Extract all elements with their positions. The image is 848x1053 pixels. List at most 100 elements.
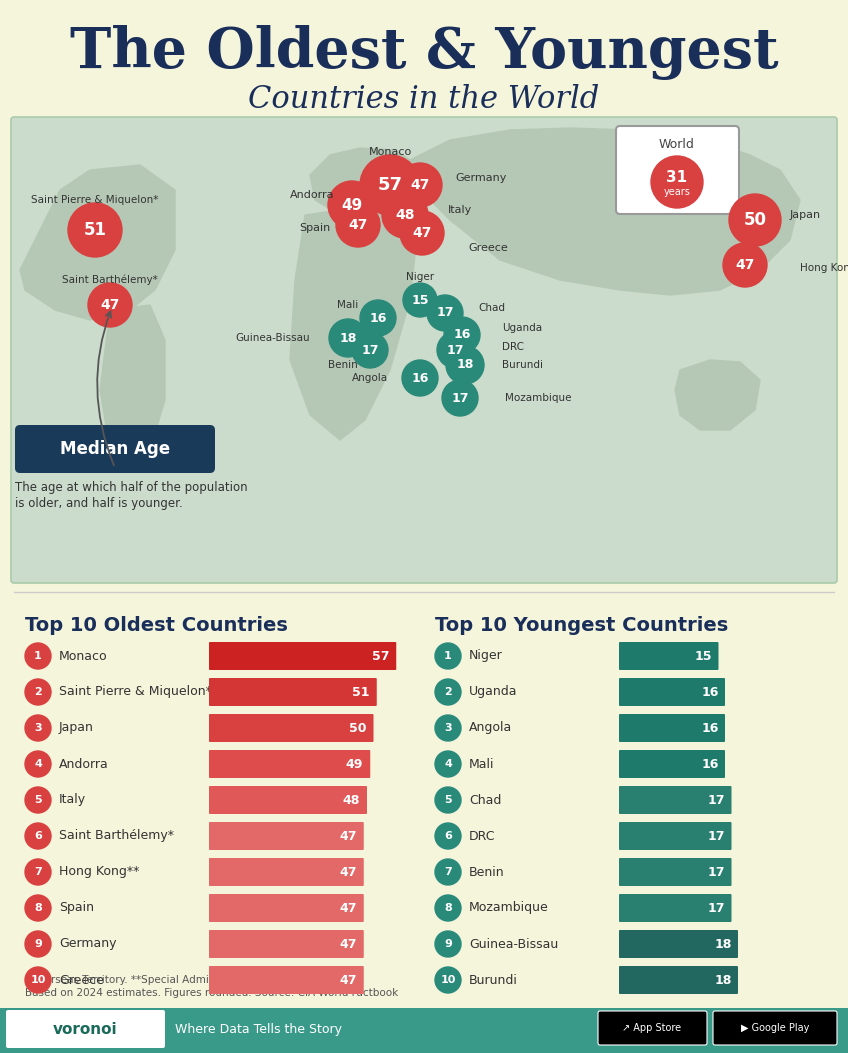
Text: 8: 8 (34, 903, 42, 913)
Text: Benin: Benin (328, 360, 358, 370)
Text: 48: 48 (395, 208, 415, 222)
Text: 47: 47 (339, 866, 357, 878)
Circle shape (444, 317, 480, 353)
Polygon shape (20, 165, 175, 320)
Circle shape (435, 823, 461, 849)
Text: 50: 50 (744, 211, 767, 229)
Text: Monaco: Monaco (59, 650, 108, 662)
Circle shape (25, 859, 51, 885)
FancyBboxPatch shape (619, 966, 738, 994)
Circle shape (435, 715, 461, 741)
Text: Median Age: Median Age (60, 440, 170, 458)
Text: 18: 18 (456, 358, 474, 372)
Text: 47: 47 (410, 178, 430, 192)
Text: Angola: Angola (469, 721, 512, 735)
Text: 2: 2 (34, 687, 42, 697)
Circle shape (402, 360, 438, 396)
Circle shape (88, 283, 132, 327)
Text: 47: 47 (339, 937, 357, 951)
Text: Mozambique: Mozambique (469, 901, 549, 914)
Circle shape (360, 300, 396, 336)
FancyBboxPatch shape (209, 894, 364, 922)
Circle shape (360, 155, 420, 215)
Circle shape (435, 751, 461, 777)
Text: Based on 2024 estimates. Figures rounded. Source: CIA World Factbook: Based on 2024 estimates. Figures rounded… (25, 988, 399, 998)
Circle shape (25, 895, 51, 921)
Text: 9: 9 (444, 939, 452, 949)
FancyBboxPatch shape (619, 786, 732, 814)
Text: Greece: Greece (59, 974, 103, 987)
Text: 17: 17 (708, 901, 726, 914)
FancyBboxPatch shape (619, 858, 732, 886)
Text: 48: 48 (343, 794, 360, 807)
Circle shape (25, 787, 51, 813)
Circle shape (352, 332, 388, 367)
Circle shape (729, 194, 781, 246)
Text: Uganda: Uganda (469, 686, 517, 698)
FancyBboxPatch shape (0, 1008, 848, 1053)
Text: 17: 17 (708, 866, 726, 878)
Text: 1: 1 (444, 651, 452, 661)
Polygon shape (675, 360, 760, 430)
Text: Italy: Italy (448, 205, 472, 215)
FancyBboxPatch shape (619, 822, 732, 850)
Text: is older, and half is younger.: is older, and half is younger. (15, 497, 183, 510)
FancyBboxPatch shape (209, 930, 364, 958)
Text: 31: 31 (667, 170, 688, 184)
Text: 47: 47 (339, 901, 357, 914)
Text: DRC: DRC (469, 830, 495, 842)
Text: 4: 4 (34, 759, 42, 769)
Text: Where Data Tells the Story: Where Data Tells the Story (175, 1022, 342, 1035)
Text: 16: 16 (701, 721, 719, 735)
FancyBboxPatch shape (209, 822, 364, 850)
Circle shape (435, 967, 461, 993)
Text: Japan: Japan (790, 210, 821, 220)
Text: 16: 16 (411, 372, 429, 384)
FancyBboxPatch shape (209, 642, 396, 670)
Circle shape (329, 319, 367, 357)
Text: Benin: Benin (469, 866, 505, 878)
Circle shape (25, 823, 51, 849)
Text: 17: 17 (708, 830, 726, 842)
Text: Burundi: Burundi (502, 360, 543, 370)
Text: Germany: Germany (455, 173, 506, 183)
Text: 5: 5 (34, 795, 42, 804)
Text: DRC: DRC (502, 342, 524, 352)
Text: 10: 10 (31, 975, 46, 985)
FancyBboxPatch shape (619, 678, 725, 706)
Circle shape (25, 643, 51, 669)
Circle shape (435, 931, 461, 957)
Circle shape (25, 931, 51, 957)
Text: 9: 9 (34, 939, 42, 949)
Polygon shape (310, 148, 415, 220)
Text: Greece: Greece (468, 243, 508, 253)
Text: 15: 15 (411, 294, 429, 306)
Text: years: years (664, 187, 690, 197)
Text: 47: 47 (339, 830, 357, 842)
Circle shape (25, 715, 51, 741)
FancyBboxPatch shape (209, 678, 377, 706)
Text: 3: 3 (34, 723, 42, 733)
Text: Top 10 Oldest Countries: Top 10 Oldest Countries (25, 616, 287, 635)
Text: World: World (659, 138, 695, 151)
Text: Germany: Germany (59, 937, 116, 951)
FancyBboxPatch shape (209, 714, 373, 742)
Text: 57: 57 (371, 650, 389, 662)
Circle shape (651, 156, 703, 208)
Circle shape (435, 679, 461, 706)
Text: Andorra: Andorra (289, 190, 334, 200)
Circle shape (25, 751, 51, 777)
Text: 1: 1 (34, 651, 42, 661)
Circle shape (398, 163, 442, 207)
FancyBboxPatch shape (619, 714, 725, 742)
Text: Niger: Niger (406, 272, 434, 282)
Text: Guinea-Bissau: Guinea-Bissau (236, 333, 310, 343)
Text: Chad: Chad (478, 303, 505, 313)
Text: Uganda: Uganda (502, 323, 542, 333)
Text: 16: 16 (454, 329, 471, 341)
Text: 18: 18 (339, 332, 357, 344)
FancyBboxPatch shape (11, 117, 837, 583)
FancyBboxPatch shape (209, 966, 364, 994)
Text: 16: 16 (701, 757, 719, 771)
Text: Spain: Spain (59, 901, 94, 914)
